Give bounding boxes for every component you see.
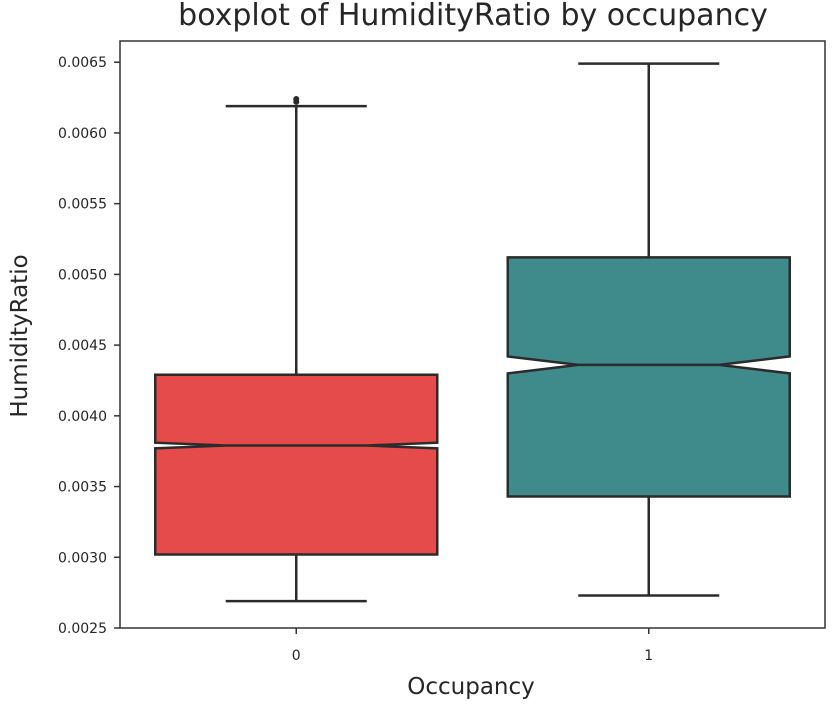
y-tick-label-7: 0.0060 [58, 126, 107, 142]
axes-frame [119, 40, 826, 629]
outlier-0-1 [293, 95, 300, 102]
x-tick-label-1: 1 [644, 648, 653, 664]
box-1 [506, 256, 791, 498]
y-tick-label-2: 0.0035 [58, 480, 107, 496]
y-tick-label-8: 0.0065 [58, 55, 107, 71]
box-group-1 [506, 62, 791, 597]
y-tick-label-6: 0.0055 [58, 197, 107, 213]
y-tick-label-4: 0.0045 [58, 338, 107, 354]
y-tick-label-1: 0.0030 [58, 550, 107, 566]
y-tick-label-5: 0.0050 [58, 267, 107, 283]
y-axis-ticks: 0.0025 0.0030 0.0035 0.0040 0.0045 0.0050 0.00… [58, 55, 120, 637]
box-0 [154, 373, 439, 556]
plot-frame [119, 40, 826, 629]
y-axis-label: HumidityRatio [7, 254, 33, 417]
boxes [154, 62, 791, 603]
chart-title: boxplot of HumidityRatio by occupancy [178, 0, 768, 33]
y-tick-label-3: 0.0040 [58, 409, 107, 425]
x-axis-label: Occupancy [407, 674, 535, 700]
box-group-0 [154, 95, 439, 603]
y-tick-label-0: 0.0025 [58, 621, 107, 637]
x-tick-label-0: 0 [292, 648, 301, 664]
